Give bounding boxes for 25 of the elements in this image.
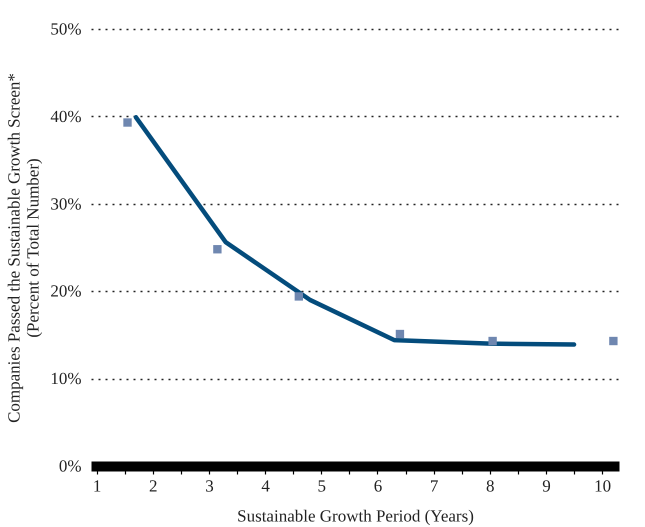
x-tick-label: 7: [430, 476, 439, 496]
point: [609, 336, 618, 346]
point: [488, 336, 497, 346]
y-tick-label: 0%: [58, 456, 82, 476]
y-tick-label: 10%: [50, 369, 82, 388]
y-tick-label: 30%: [50, 194, 82, 214]
x-tick-label: 10: [594, 476, 612, 496]
point: [123, 118, 132, 127]
x-tick-label: 2: [149, 476, 158, 496]
y-tick-label: 50%: [50, 20, 82, 38]
x-tick-label: 9: [542, 476, 551, 496]
x-tick-label: 5: [318, 476, 326, 496]
point: [213, 245, 222, 254]
x-tick-label: 3: [205, 476, 214, 496]
line-series: [134, 115, 576, 347]
x-tick-label: 4: [261, 476, 270, 496]
y-axis-title: Companies Passed the Sustainable Growth Screen* (Percent of Total Number): [4, 73, 42, 423]
point: [294, 292, 304, 301]
x-tick-label: 8: [486, 476, 495, 496]
y-tick-label: 40%: [50, 106, 82, 126]
y-tick-label: 20%: [50, 282, 82, 301]
x-axis-title: Sustainable Growth Period (Years): [237, 506, 474, 526]
x-tick-label: 6: [374, 476, 382, 496]
point: [396, 330, 404, 338]
x-tick-label: 1: [92, 476, 102, 496]
